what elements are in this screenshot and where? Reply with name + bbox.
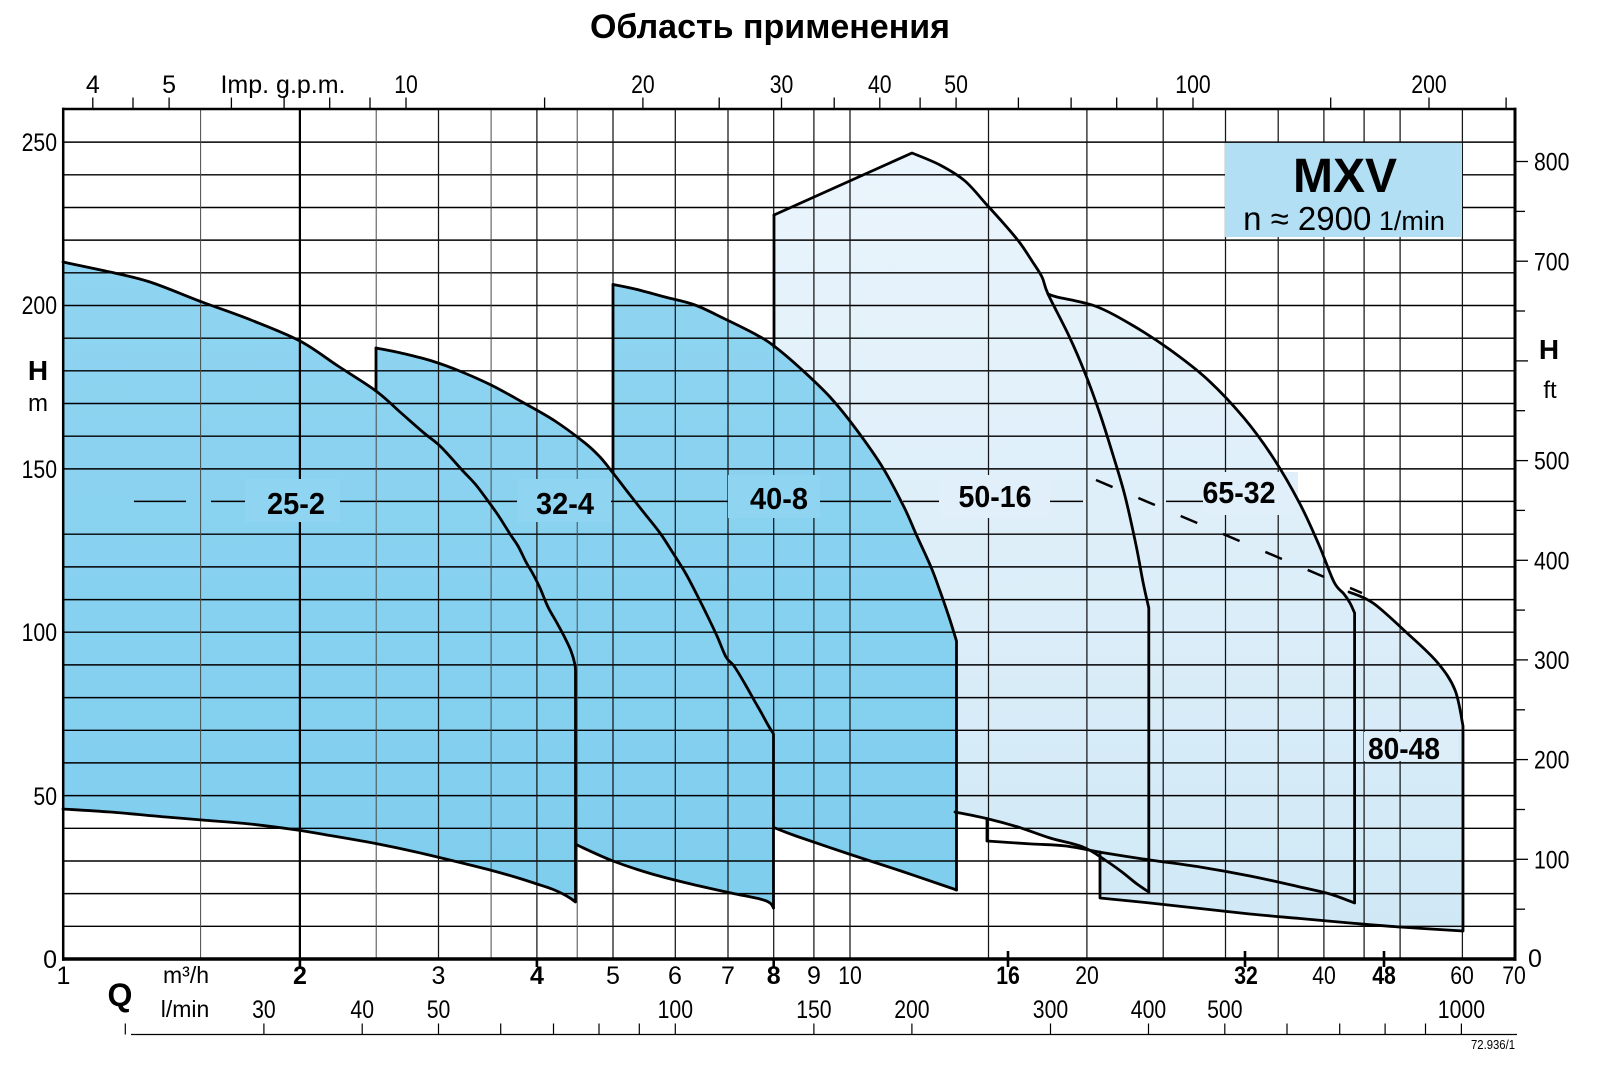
svg-text:16: 16 (996, 962, 1020, 990)
svg-text:1000: 1000 (1438, 996, 1485, 1024)
svg-text:8: 8 (767, 962, 781, 990)
svg-text:2: 2 (293, 962, 307, 990)
svg-text:30: 30 (252, 996, 276, 1024)
svg-text:70: 70 (1502, 962, 1526, 990)
svg-text:MXV: MXV (1293, 150, 1397, 203)
svg-text:72.936/1: 72.936/1 (1471, 1037, 1515, 1052)
svg-text:5: 5 (606, 962, 620, 990)
svg-text:150: 150 (22, 456, 57, 484)
svg-text:40: 40 (868, 71, 892, 99)
svg-text:10: 10 (394, 71, 418, 99)
svg-text:ft: ft (1543, 377, 1557, 404)
svg-text:10: 10 (838, 962, 862, 990)
svg-text:4: 4 (86, 71, 100, 99)
svg-text:100: 100 (1175, 71, 1210, 99)
svg-text:50: 50 (427, 996, 451, 1024)
svg-text:Область применения: Область применения (590, 8, 950, 46)
svg-text:5: 5 (162, 71, 176, 99)
svg-text:50: 50 (944, 71, 968, 99)
svg-text:400: 400 (1534, 547, 1569, 575)
svg-text:m³/h: m³/h (163, 962, 209, 988)
svg-text:l/min: l/min (161, 996, 210, 1022)
svg-text:800: 800 (1534, 149, 1569, 177)
svg-text:200: 200 (22, 292, 57, 320)
svg-text:3: 3 (432, 962, 446, 990)
svg-text:100: 100 (22, 619, 57, 647)
svg-text:200: 200 (1534, 747, 1569, 775)
svg-text:300: 300 (1033, 996, 1068, 1024)
svg-text:48: 48 (1372, 962, 1396, 990)
svg-text:100: 100 (658, 996, 693, 1024)
svg-text:65-32: 65-32 (1203, 475, 1276, 510)
svg-text:300: 300 (1534, 647, 1569, 675)
svg-text:50: 50 (33, 783, 57, 811)
svg-text:32-4: 32-4 (536, 486, 595, 521)
svg-text:20: 20 (1075, 962, 1099, 990)
svg-text:40: 40 (1312, 962, 1336, 990)
svg-text:60: 60 (1450, 962, 1474, 990)
svg-text:n ≈ 2900 1/min: n ≈ 2900 1/min (1243, 200, 1445, 237)
svg-text:32: 32 (1234, 962, 1258, 990)
svg-text:500: 500 (1207, 996, 1242, 1024)
svg-text:25-2: 25-2 (267, 486, 325, 521)
svg-text:4: 4 (530, 962, 544, 990)
svg-text:40-8: 40-8 (750, 481, 808, 516)
svg-text:500: 500 (1534, 448, 1569, 476)
svg-text:0: 0 (1528, 945, 1542, 973)
svg-text:50-16: 50-16 (959, 479, 1032, 514)
svg-text:20: 20 (631, 71, 655, 99)
svg-text:80-48: 80-48 (1368, 731, 1440, 766)
svg-text:700: 700 (1534, 248, 1569, 276)
svg-text:0: 0 (43, 946, 57, 974)
svg-text:1: 1 (57, 962, 71, 990)
svg-text:m: m (28, 390, 48, 417)
svg-text:200: 200 (894, 996, 929, 1024)
svg-text:400: 400 (1131, 996, 1166, 1024)
svg-text:7: 7 (721, 962, 735, 990)
svg-text:150: 150 (796, 996, 831, 1024)
svg-text:200: 200 (1411, 71, 1446, 99)
svg-text:30: 30 (770, 71, 794, 99)
svg-text:250: 250 (22, 129, 57, 157)
svg-text:Q: Q (108, 977, 133, 1013)
svg-text:H: H (28, 355, 48, 386)
svg-text:100: 100 (1534, 846, 1569, 874)
svg-text:Imp. g.p.m.: Imp. g.p.m. (220, 71, 345, 99)
svg-text:6: 6 (668, 962, 682, 990)
svg-text:9: 9 (807, 962, 821, 990)
svg-text:40: 40 (350, 996, 374, 1024)
svg-text:H: H (1539, 334, 1559, 365)
